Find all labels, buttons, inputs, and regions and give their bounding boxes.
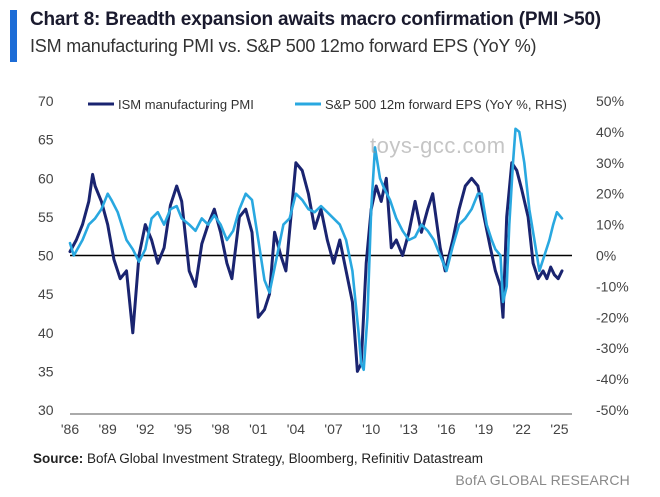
source-prefix: Source: bbox=[33, 451, 84, 466]
y-right-tick-label: -20% bbox=[596, 309, 629, 325]
title-accent-bar bbox=[10, 10, 17, 62]
series-line-ism-pmi bbox=[68, 161, 564, 373]
y-right-tick-label: 40% bbox=[596, 124, 624, 140]
y-right-tick-label: -10% bbox=[596, 278, 629, 294]
x-tick-label: '01 bbox=[249, 421, 267, 437]
x-tick-label: '95 bbox=[174, 421, 192, 437]
x-tick-label: '04 bbox=[287, 421, 305, 437]
y-left-tick-label: 40 bbox=[38, 325, 54, 341]
x-tick-label: '98 bbox=[211, 421, 229, 437]
chart-title: Chart 8: Breadth expansion awaits macro … bbox=[30, 9, 601, 30]
x-tick-label: '89 bbox=[99, 421, 117, 437]
y-right-tick-label: 10% bbox=[596, 217, 624, 233]
x-tick-label: '07 bbox=[324, 421, 342, 437]
y-left-tick-label: 30 bbox=[38, 402, 54, 418]
y-right-tick-label: -40% bbox=[596, 371, 629, 387]
x-tick-label: '86 bbox=[61, 421, 79, 437]
y-right-tick-label: 20% bbox=[596, 186, 624, 202]
y-left-tick-label: 50 bbox=[38, 248, 54, 264]
y-right-tick-label: 30% bbox=[596, 155, 624, 171]
x-tick-label: '16 bbox=[437, 421, 455, 437]
y-left-tick-label: 45 bbox=[38, 286, 54, 302]
y-right-tick-label: -50% bbox=[596, 402, 629, 418]
y-right-tick-label: 0% bbox=[596, 248, 616, 264]
source-text: BofA Global Investment Strategy, Bloombe… bbox=[83, 451, 483, 466]
y-left-tick-label: 70 bbox=[38, 93, 54, 109]
x-tick-label: '19 bbox=[475, 421, 493, 437]
y-left-tick-label: 55 bbox=[38, 209, 54, 225]
series-line-sp500-eps bbox=[68, 127, 564, 372]
y-left-tick-label: 65 bbox=[38, 132, 54, 148]
x-tick-label: '22 bbox=[513, 421, 531, 437]
legend-ism-pmi-label: ISM manufacturing PMI bbox=[118, 97, 254, 112]
chart-subtitle: ISM manufacturing PMI vs. S&P 500 12mo f… bbox=[30, 36, 537, 56]
watermark: toys-gcc.com bbox=[370, 133, 506, 158]
source-note: Source: BofA Global Investment Strategy,… bbox=[33, 451, 483, 466]
y-right-tick-label: 50% bbox=[596, 93, 624, 109]
brand-footer: BofA GLOBAL RESEARCH bbox=[455, 472, 630, 488]
y-left-tick-label: 60 bbox=[38, 170, 54, 186]
x-tick-label: '25 bbox=[550, 421, 568, 437]
x-tick-label: '13 bbox=[400, 421, 418, 437]
y-right-tick-label: -30% bbox=[596, 340, 629, 356]
legend-sp500-eps-label: S&P 500 12m forward EPS (YoY %, RHS) bbox=[325, 97, 567, 112]
x-tick-label: '10 bbox=[362, 421, 380, 437]
x-tick-label: '92 bbox=[136, 421, 154, 437]
y-left-tick-label: 35 bbox=[38, 363, 54, 379]
